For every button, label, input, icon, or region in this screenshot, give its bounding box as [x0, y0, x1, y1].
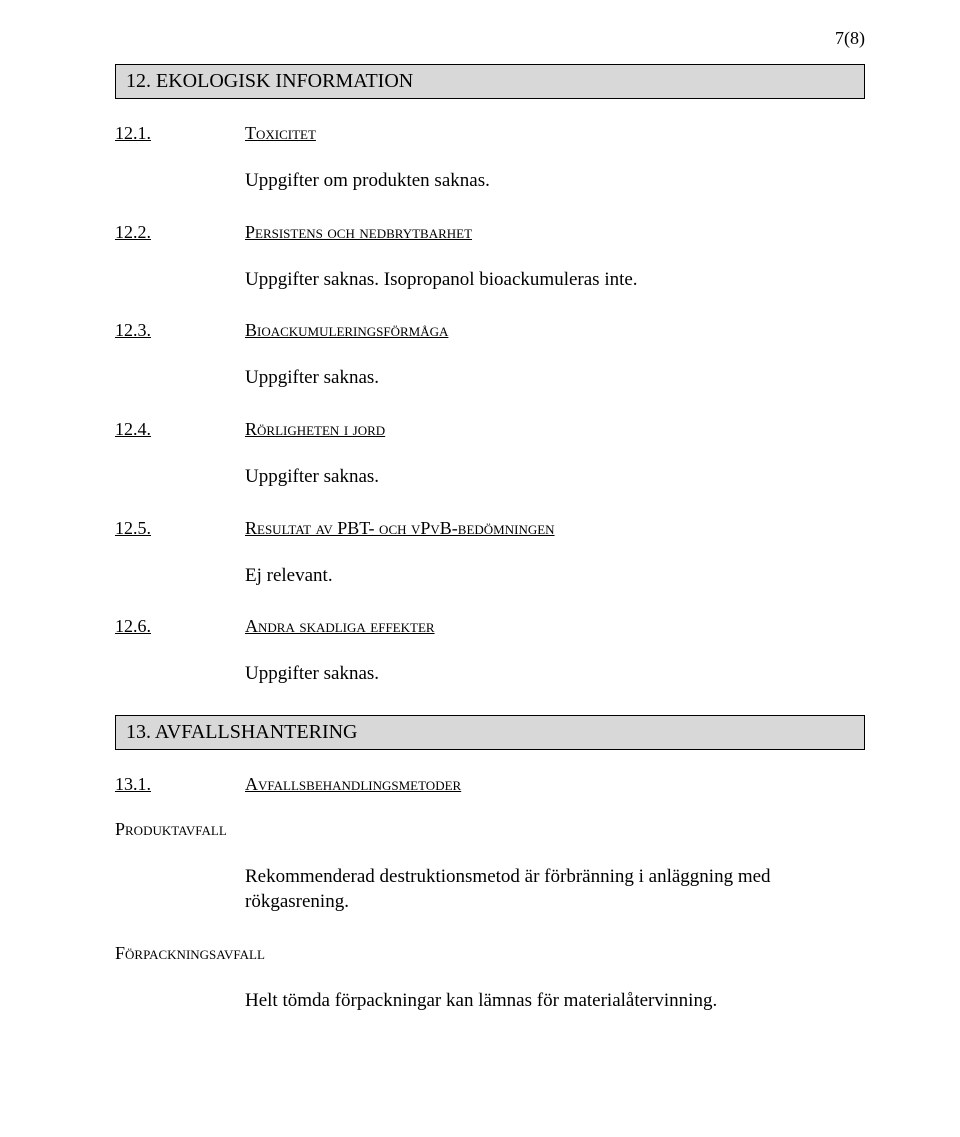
produktavfall-text: Rekommenderad destruktionsmetod är förbr…: [245, 864, 865, 915]
text-12-5: Ej relevant.: [245, 563, 865, 589]
num-12-1: 12.1.: [115, 123, 245, 144]
label-12-6: Andra skadliga effekter: [245, 616, 435, 637]
forpackningsavfall-label: Förpackningsavfall: [115, 943, 865, 964]
num-12-5: 12.5.: [115, 518, 245, 539]
row-12-1: 12.1. Toxicitet: [115, 123, 865, 144]
text-12-2: Uppgifter saknas. Isopropanol bioackumul…: [245, 267, 865, 293]
num-12-2: 12.2.: [115, 222, 245, 243]
section-13-header: 13. AVFALLSHANTERING: [115, 715, 865, 750]
num-12-6: 12.6.: [115, 616, 245, 637]
text-12-1: Uppgifter om produkten saknas.: [245, 168, 865, 194]
label-13-1: Avfallsbehandlingsmetoder: [245, 774, 461, 795]
row-13-1: 13.1. Avfallsbehandlingsmetoder: [115, 774, 865, 795]
text-12-4: Uppgifter saknas.: [245, 464, 865, 490]
num-12-3: 12.3.: [115, 320, 245, 341]
row-12-4: 12.4. Rörligheten i jord: [115, 419, 865, 440]
produktavfall-label: Produktavfall: [115, 819, 865, 840]
row-12-3: 12.3. Bioackumuleringsförmåga: [115, 320, 865, 341]
row-12-5: 12.5. Resultat av PBT- och vPvB-bedömnin…: [115, 518, 865, 539]
num-13-1: 13.1.: [115, 774, 245, 795]
forpackningsavfall-text: Helt tömda förpackningar kan lämnas för …: [245, 988, 865, 1014]
text-12-3: Uppgifter saknas.: [245, 365, 865, 391]
text-12-6: Uppgifter saknas.: [245, 661, 865, 687]
row-12-6: 12.6. Andra skadliga effekter: [115, 616, 865, 637]
label-12-3: Bioackumuleringsförmåga: [245, 320, 448, 341]
page-number: 7(8): [835, 28, 865, 49]
row-12-2: 12.2. Persistens och nedbrytbarhet: [115, 222, 865, 243]
label-12-5: Resultat av PBT- och vPvB-bedömningen: [245, 518, 555, 539]
section-12-header: 12. EKOLOGISK INFORMATION: [115, 64, 865, 99]
label-12-4: Rörligheten i jord: [245, 419, 385, 440]
num-12-4: 12.4.: [115, 419, 245, 440]
label-12-1: Toxicitet: [245, 123, 316, 144]
label-12-2: Persistens och nedbrytbarhet: [245, 222, 472, 243]
